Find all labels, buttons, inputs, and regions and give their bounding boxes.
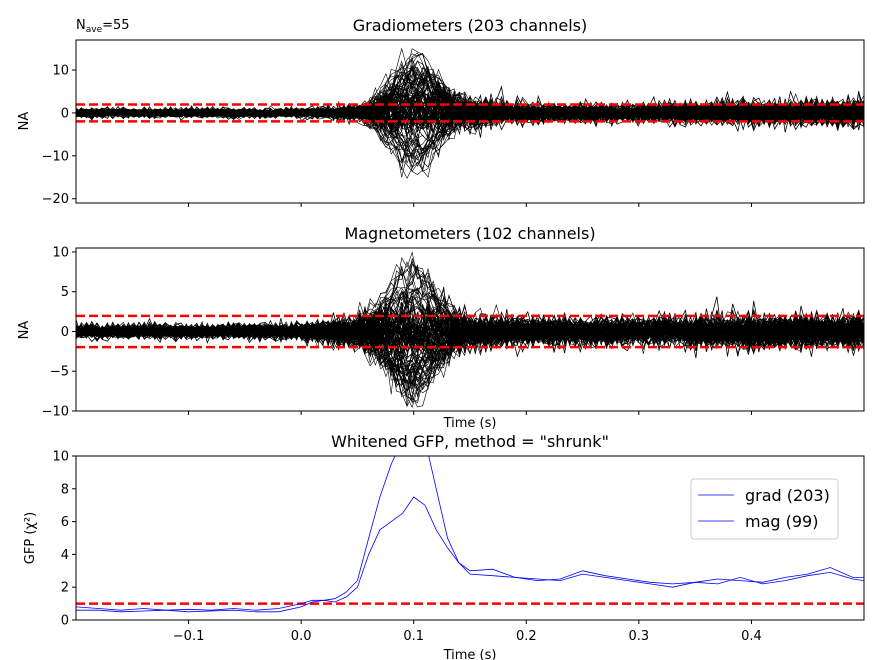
gradiometers-xticks bbox=[188, 203, 752, 207]
gradiometers-traces bbox=[76, 47, 864, 179]
magnetometers-ytick-label: 0 bbox=[61, 325, 69, 340]
gfp-title: Whitened GFP, method = "shrunk" bbox=[331, 432, 609, 451]
magnetometers-trace bbox=[76, 310, 864, 353]
gfp-xtick-label: 0.1 bbox=[403, 629, 424, 644]
gfp-xtick-label: 0.3 bbox=[629, 629, 650, 644]
gradiometers-ytick-label: 10 bbox=[52, 64, 69, 79]
gradiometers-trace bbox=[76, 93, 864, 125]
gfp-series-line bbox=[76, 496, 864, 613]
gfp-xticks: −0.1 0.0 0.1 0.2 0.3 0.4 bbox=[173, 620, 762, 644]
magnetometers-title: Magnetometers (102 channels) bbox=[344, 224, 595, 243]
nave-label: N bbox=[76, 18, 86, 33]
gradiometers-panel: Gradiometers (203 channels) −20 −10 0 10 NA bbox=[17, 16, 865, 207]
gfp-ytick-label: 0 bbox=[61, 614, 69, 629]
magnetometers-reference-lines bbox=[76, 314, 864, 349]
gfp-ytick-label: 8 bbox=[61, 482, 69, 497]
gradiometers-ytick-label: 0 bbox=[61, 106, 69, 121]
gradiometers-trace bbox=[76, 91, 864, 132]
gfp-ylabel: GFP (χ²) bbox=[23, 512, 38, 564]
magnetometers-yticks: −10 −5 0 5 10 bbox=[42, 245, 76, 420]
gradiometers-frame bbox=[75, 39, 865, 204]
magnetometers-frame bbox=[75, 247, 865, 412]
gfp-xtick-label: 0.2 bbox=[516, 629, 537, 644]
gradiometers-yticks: −20 −10 0 10 bbox=[42, 64, 76, 207]
gfp-xtick-label: 0.0 bbox=[291, 629, 312, 644]
magnetometers-xticks bbox=[188, 411, 752, 415]
gradiometers-title: Gradiometers (203 channels) bbox=[353, 16, 587, 35]
gradiometers-ylabel: NA bbox=[17, 112, 32, 131]
gfp-xtick-label: 0.4 bbox=[741, 629, 762, 644]
gfp-legend-box bbox=[690, 478, 839, 540]
magnetometers-trace bbox=[76, 286, 864, 356]
gfp-yticks: 0 2 4 6 8 10 bbox=[52, 450, 76, 629]
nave-annotation: Nave=55 bbox=[76, 18, 130, 35]
gfp-ytick-label: 2 bbox=[61, 581, 69, 596]
nave-value: =55 bbox=[102, 18, 129, 33]
gradiometers-reference-lines bbox=[76, 103, 864, 123]
gradiometers-ytick-label: −10 bbox=[42, 149, 69, 164]
gfp-legend: grad (203) mag (99) bbox=[690, 478, 839, 540]
gfp-ytick-label: 6 bbox=[61, 515, 69, 530]
magnetometers-panel: Magnetometers (102 channels) −10 −5 0 5 10 N… bbox=[17, 224, 865, 431]
gradiometers-trace bbox=[76, 90, 864, 132]
legend-label-mag: mag (99) bbox=[745, 512, 818, 531]
gfp-panel: Whitened GFP, method = "shrunk" 0246810 … bbox=[23, 432, 865, 660]
magnetometers-trace bbox=[76, 310, 864, 354]
magnetometers-ytick-label: 10 bbox=[52, 245, 69, 260]
gfp-ytick-label: 10 bbox=[52, 450, 69, 465]
gfp-series bbox=[76, 456, 864, 613]
gfp-frame bbox=[75, 455, 865, 621]
gfp-series-line bbox=[76, 456, 864, 611]
gradiometers-ytick-label: −20 bbox=[42, 192, 69, 207]
magnetometers-ytick-label: −5 bbox=[50, 365, 69, 380]
gfp-ytick-label: 4 bbox=[61, 548, 69, 563]
magnetometers-xlabel: Time (s) bbox=[443, 416, 497, 431]
gfp-xlabel: Time (s) bbox=[443, 648, 497, 660]
magnetometers-ytick-label: −10 bbox=[42, 405, 69, 420]
nave-subscript: ave bbox=[86, 25, 103, 35]
magnetometers-ytick-label: 5 bbox=[61, 285, 69, 300]
magnetometers-traces bbox=[76, 251, 864, 408]
magnetometers-ylabel: NA bbox=[17, 321, 32, 340]
gradiometers-trace bbox=[76, 93, 864, 140]
legend-label-grad: grad (203) bbox=[745, 486, 830, 505]
gfp-xtick-label: −0.1 bbox=[173, 629, 205, 644]
